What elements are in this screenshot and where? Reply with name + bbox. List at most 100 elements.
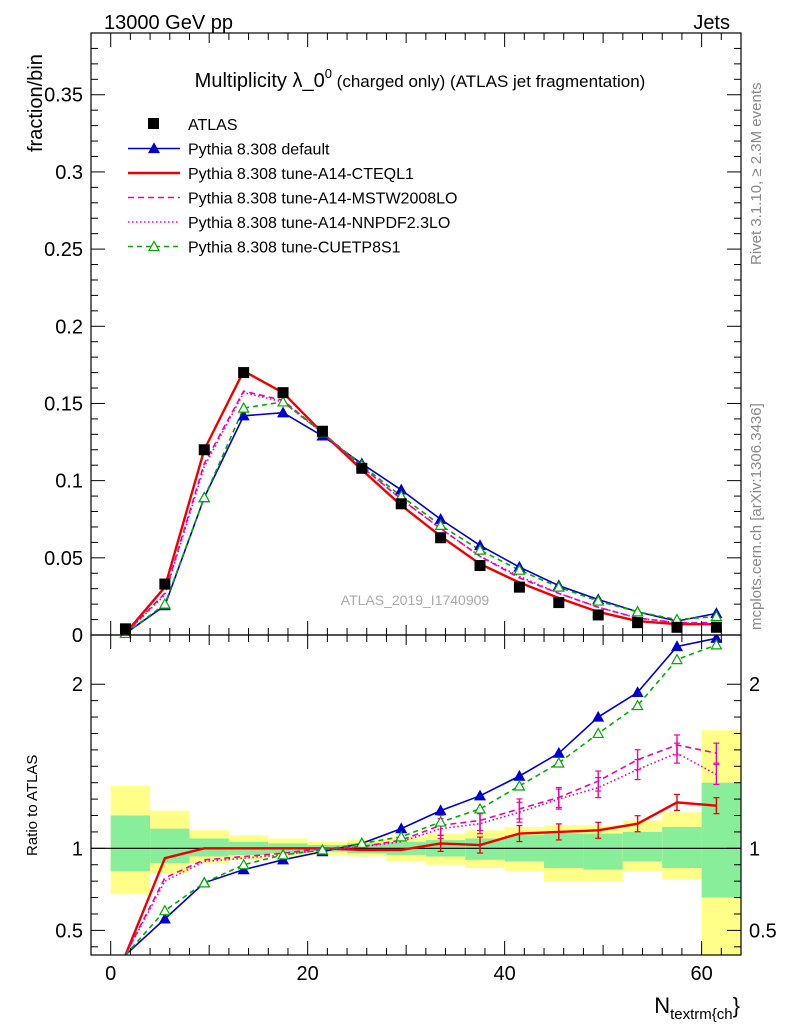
y-axis-title: fraction/bin [25, 54, 47, 152]
chart-title-main: Multiplicity λ_0 [195, 70, 325, 92]
chart-title-sup: 0 [325, 66, 332, 81]
ratio-series-group [124, 635, 723, 955]
ratio-tick-label: 1 [72, 838, 83, 860]
ratio-y-label: Ratio to ATLAS [24, 755, 41, 856]
analysis-watermark: ATLAS_2019_I1740909 [341, 592, 490, 608]
main-series-point-4 [434, 519, 447, 531]
main-series-point-4 [158, 597, 171, 609]
main-series-line-3 [124, 391, 717, 635]
ratio-series-point-0 [592, 710, 605, 722]
y-tick-label: 0.05 [44, 548, 83, 570]
ratio-stat-band [110, 815, 151, 872]
x-axis-label-main: N [654, 993, 670, 1018]
y-tick-label: 0.1 [55, 471, 83, 493]
ratio-series-point-4 [316, 843, 329, 855]
atlas-data-point [592, 609, 604, 621]
ratio-series-point-0 [434, 804, 447, 816]
ratio-stat-band [662, 827, 702, 869]
y-axis-label: fraction/bin [25, 54, 47, 152]
atlas-data-point [238, 367, 250, 379]
main-series-point-4 [473, 543, 487, 555]
ratio-series-point-0 [513, 769, 526, 781]
x-axis-label-tail: } [733, 993, 740, 1018]
main-series-line-4 [124, 401, 717, 635]
ratio-series-point-4 [158, 904, 171, 916]
main-series-point-4 [631, 605, 644, 617]
legend-label-2: Pythia 8.308 tune-A14-CTEQL1 [188, 166, 414, 183]
legend-marker-4 [147, 240, 161, 252]
ratio-series-point-4 [473, 802, 487, 814]
ratio-series-point-4 [237, 858, 250, 870]
y-tick-label: 0.15 [44, 393, 83, 415]
main-panel: 0 0.05 0.1 0.15 0.2 0.25 0.3 0.35 Multiplicity … [25, 32, 742, 647]
ratio-series-point-4 [198, 876, 211, 888]
atlas-data-point [710, 621, 722, 633]
atlas-data-point [395, 498, 407, 510]
y-tick-label: 0.25 [44, 239, 83, 261]
header-right: Jets [693, 12, 730, 34]
ratio-tick-label: 2 [72, 674, 83, 696]
atlas-data-point [119, 623, 131, 635]
ratio-panel: 0.5 0.51 12 20 20 40 60 Ratio to ATLAS Ntextrm… [24, 634, 777, 1023]
legend-label-0: ATLAS [188, 117, 238, 134]
y-tick-label: 0.3 [55, 162, 83, 184]
ratio-series-line-3 [124, 752, 717, 955]
y-tick-label: 0.35 [44, 85, 83, 107]
atlas-data-point [356, 462, 368, 474]
x-tick-label: 40 [494, 963, 516, 985]
ratio-series-point-4 [355, 837, 368, 849]
ratio-series-point-4 [631, 699, 644, 711]
ratio-frame-rect [90, 634, 742, 956]
chart-title: Multiplicity λ_00 (charged only) (ATLAS … [195, 66, 646, 92]
atlas-data-point [513, 581, 525, 593]
ratio-series-point-4 [434, 815, 447, 827]
ratio-series-point-0 [473, 789, 487, 801]
ratio-series-point-0 [631, 686, 644, 698]
main-markers-group [119, 367, 723, 639]
ratio-series-point-0 [158, 912, 171, 924]
ratio-series-point-4 [395, 830, 408, 842]
chart-title-tail: (charged only) (ATLAS jet fragmentation) [332, 72, 645, 91]
header-left: 13000 GeV pp [104, 12, 233, 34]
side-label-mcplots: mcplots.cern.ch [arXiv:1306.3436] [748, 403, 765, 630]
x-tick-label: 0 [105, 963, 116, 985]
x-tick-label: 60 [690, 963, 712, 985]
atlas-data-point [435, 532, 447, 544]
ratio-series-point-4 [277, 848, 290, 860]
legend-label-4: Pythia 8.308 tune-A14-NNPDF2.3LO [188, 215, 450, 232]
ratio-series-point-4 [670, 653, 684, 665]
ratio-tick-label: 0.5 [55, 920, 83, 942]
side-label-rivet: Rivet 3.1.10, ≥ 2.3M events [748, 83, 765, 266]
main-series-group [124, 369, 717, 635]
ratio-tick-label-right: 1 [749, 838, 760, 860]
main-series-point-4 [277, 395, 290, 407]
main-series-point-0 [237, 409, 250, 421]
ratio-stat-band [465, 838, 505, 860]
main-series-point-4 [592, 594, 605, 606]
atlas-data-point [632, 617, 644, 629]
legend-label-5: Pythia 8.308 tune-CUETP8S1 [188, 240, 401, 257]
ratio-series-point-0 [670, 640, 684, 652]
main-series-point-4 [198, 491, 211, 503]
x-axis-label-sub: textrm{ch [670, 1006, 733, 1023]
legend: ATLAS Pythia 8.308 default Pythia 8.308 tu… [128, 117, 457, 257]
ratio-stat-band [544, 833, 584, 869]
ratio-y-axis-title: Ratio to ATLAS [24, 755, 41, 856]
atlas-data-point [671, 621, 683, 633]
ratio-series-point-4 [710, 638, 723, 650]
atlas-data-point [553, 597, 565, 609]
ratio-stat-band [701, 782, 741, 898]
ratio-tick-label-right: 2 [749, 674, 760, 696]
legend-marker-0 [147, 142, 161, 154]
main-series-line-1 [124, 369, 717, 635]
atlas-data-point [159, 578, 171, 590]
ratio-stat-band [583, 833, 623, 870]
x-axis-label: Ntextrm{ch} [654, 993, 740, 1023]
atlas-data-point [316, 425, 328, 437]
y-tick-label: 0 [72, 625, 83, 647]
ratio-stat-band [622, 831, 663, 862]
ratio-series-point-4 [513, 779, 526, 791]
main-series-point-4 [552, 580, 565, 592]
main-series-point-4 [710, 610, 723, 622]
main-series-point-0 [277, 406, 290, 418]
